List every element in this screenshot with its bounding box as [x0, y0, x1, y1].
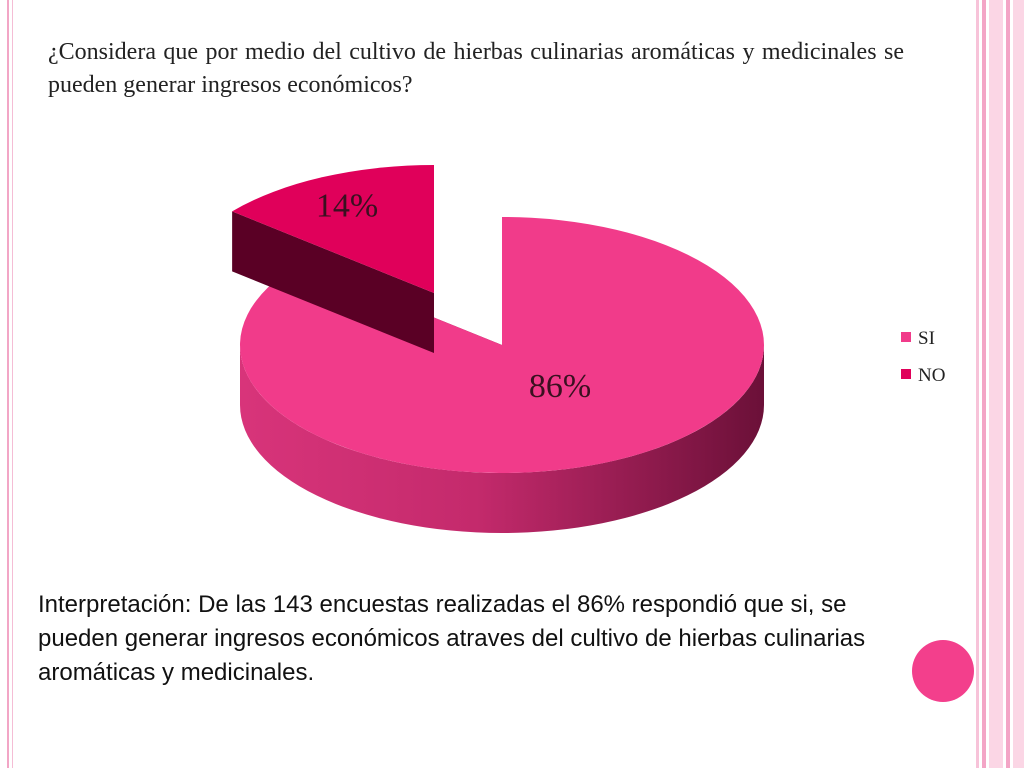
legend-label: SI — [918, 328, 935, 349]
legend-item-si: SI — [901, 328, 935, 349]
slice-top-face — [232, 165, 434, 293]
slice-side-wall — [240, 345, 764, 533]
legend-label: NO — [918, 365, 945, 386]
pie-slice-no — [232, 165, 434, 353]
interpretation-text: Interpretación: De las 143 encuestas rea… — [38, 591, 866, 686]
slice-cut-face — [232, 211, 434, 353]
left-border-line-thin — [12, 0, 13, 768]
slice-top-face — [239, 217, 764, 474]
legend-swatch — [901, 332, 911, 342]
chart-legend: SI NO — [901, 328, 945, 386]
data-label-si: 86% — [529, 368, 591, 405]
legend-item-no: NO — [901, 365, 945, 386]
legend-swatch — [901, 369, 911, 379]
question-text: ¿Considera que por medio del cultivo de … — [48, 39, 904, 98]
right-decorative-stripes — [976, 0, 1024, 768]
data-label-no: 14% — [316, 188, 378, 225]
decorative-circle — [912, 640, 974, 702]
left-border-line — [7, 0, 9, 768]
